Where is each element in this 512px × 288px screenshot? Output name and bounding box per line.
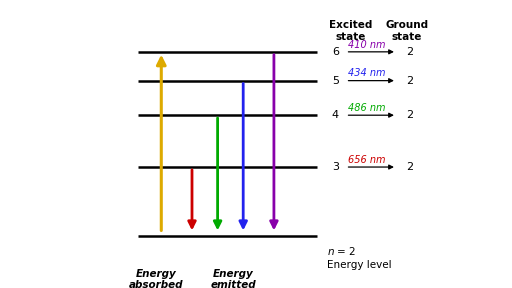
Text: Energy level: Energy level (327, 260, 391, 270)
Text: 434 nm: 434 nm (348, 69, 386, 78)
Text: Excited
state: Excited state (329, 20, 372, 42)
Text: $n$ = 2: $n$ = 2 (327, 245, 356, 257)
Text: 656 nm: 656 nm (348, 155, 386, 165)
Text: Energy
emitted: Energy emitted (210, 268, 256, 288)
Text: 5: 5 (332, 76, 339, 86)
Text: Ground
state: Ground state (386, 20, 429, 42)
Text: 4: 4 (332, 110, 339, 120)
Text: 3: 3 (332, 162, 339, 172)
Text: 2: 2 (406, 162, 413, 172)
Text: 2: 2 (406, 47, 413, 57)
Text: 2: 2 (406, 76, 413, 86)
Text: 6: 6 (332, 47, 339, 57)
Text: Energy
absorbed: Energy absorbed (129, 268, 183, 288)
Text: 410 nm: 410 nm (348, 40, 386, 50)
Text: 486 nm: 486 nm (348, 103, 386, 113)
Text: 2: 2 (406, 110, 413, 120)
